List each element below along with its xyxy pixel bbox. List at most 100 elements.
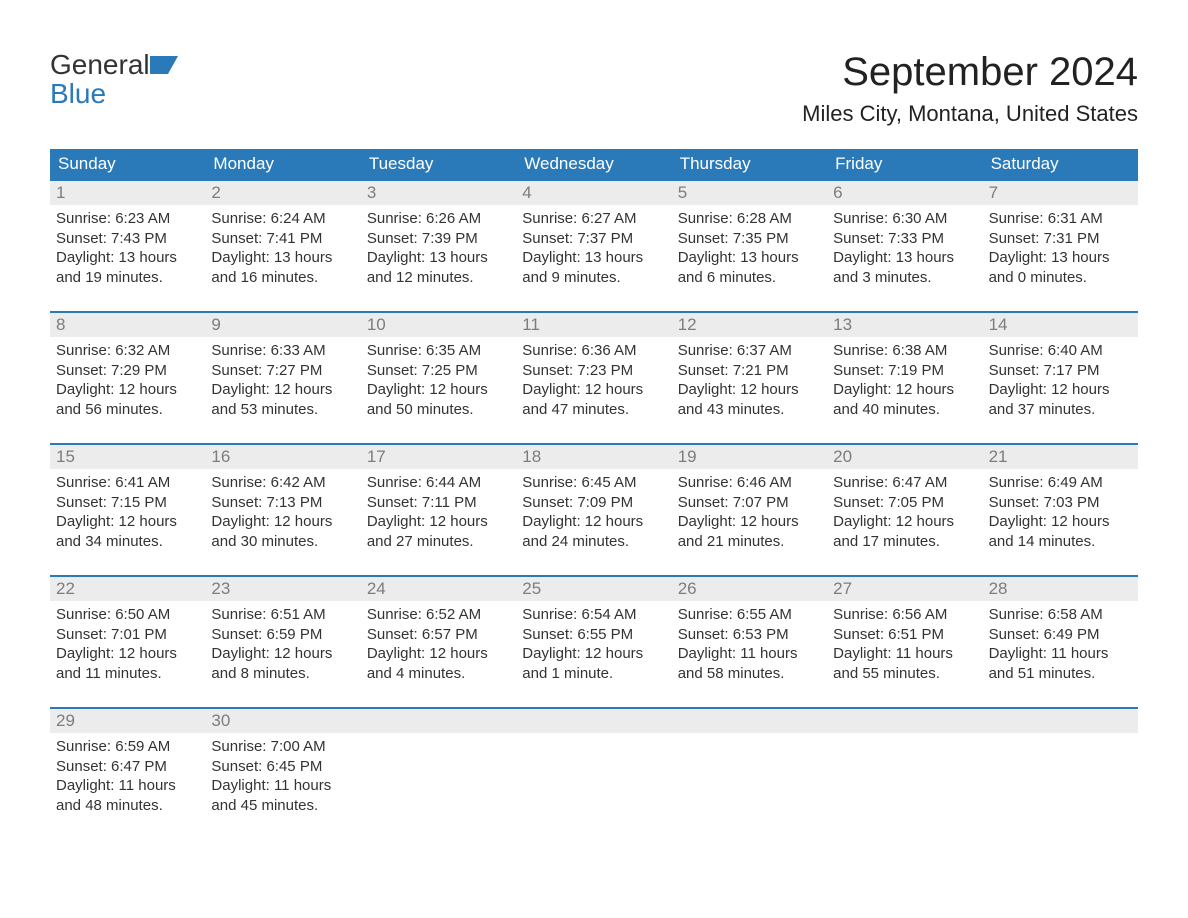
- day-cell: 13Sunrise: 6:38 AMSunset: 7:19 PMDayligh…: [827, 313, 982, 425]
- sunset-text: Sunset: 7:37 PM: [522, 229, 665, 249]
- sunset-text: Sunset: 7:27 PM: [211, 361, 354, 381]
- sunset-text: Sunset: 7:17 PM: [989, 361, 1132, 381]
- day-cell: [672, 709, 827, 821]
- daylight-text: Daylight: 11 hours and 51 minutes.: [989, 644, 1132, 683]
- daylight-text: Daylight: 12 hours and 24 minutes.: [522, 512, 665, 551]
- sunrise-text: Sunrise: 6:45 AM: [522, 473, 665, 493]
- sunrise-text: Sunrise: 6:33 AM: [211, 341, 354, 361]
- day-number: 30: [205, 709, 360, 733]
- day-body: Sunrise: 6:56 AMSunset: 6:51 PMDaylight:…: [827, 601, 982, 689]
- sunrise-text: Sunrise: 6:52 AM: [367, 605, 510, 625]
- day-body: Sunrise: 6:33 AMSunset: 7:27 PMDaylight:…: [205, 337, 360, 425]
- day-number: 6: [827, 181, 982, 205]
- daylight-text: Daylight: 12 hours and 4 minutes.: [367, 644, 510, 683]
- flag-icon: [150, 49, 178, 80]
- sunrise-text: Sunrise: 7:00 AM: [211, 737, 354, 757]
- day-body: Sunrise: 6:42 AMSunset: 7:13 PMDaylight:…: [205, 469, 360, 557]
- day-number: 21: [983, 445, 1138, 469]
- day-body: Sunrise: 6:28 AMSunset: 7:35 PMDaylight:…: [672, 205, 827, 293]
- sunrise-text: Sunrise: 6:42 AM: [211, 473, 354, 493]
- sunset-text: Sunset: 7:09 PM: [522, 493, 665, 513]
- day-body: Sunrise: 6:38 AMSunset: 7:19 PMDaylight:…: [827, 337, 982, 425]
- day-of-week-cell: Tuesday: [361, 149, 516, 179]
- sunrise-text: Sunrise: 6:51 AM: [211, 605, 354, 625]
- day-cell: 18Sunrise: 6:45 AMSunset: 7:09 PMDayligh…: [516, 445, 671, 557]
- day-cell: [516, 709, 671, 821]
- day-body: Sunrise: 6:59 AMSunset: 6:47 PMDaylight:…: [50, 733, 205, 821]
- sunset-text: Sunset: 7:13 PM: [211, 493, 354, 513]
- sunset-text: Sunset: 7:03 PM: [989, 493, 1132, 513]
- day-body: Sunrise: 6:51 AMSunset: 6:59 PMDaylight:…: [205, 601, 360, 689]
- daylight-text: Daylight: 12 hours and 8 minutes.: [211, 644, 354, 683]
- logo-word2: Blue: [50, 78, 106, 109]
- day-cell: 10Sunrise: 6:35 AMSunset: 7:25 PMDayligh…: [361, 313, 516, 425]
- day-number: [361, 709, 516, 733]
- day-number: 23: [205, 577, 360, 601]
- day-number: [827, 709, 982, 733]
- day-body: Sunrise: 6:58 AMSunset: 6:49 PMDaylight:…: [983, 601, 1138, 689]
- sunset-text: Sunset: 7:33 PM: [833, 229, 976, 249]
- day-body: Sunrise: 6:40 AMSunset: 7:17 PMDaylight:…: [983, 337, 1138, 425]
- day-cell: 7Sunrise: 6:31 AMSunset: 7:31 PMDaylight…: [983, 181, 1138, 293]
- day-cell: 21Sunrise: 6:49 AMSunset: 7:03 PMDayligh…: [983, 445, 1138, 557]
- week-row: 22Sunrise: 6:50 AMSunset: 7:01 PMDayligh…: [50, 575, 1138, 689]
- daylight-text: Daylight: 12 hours and 1 minute.: [522, 644, 665, 683]
- day-cell: 3Sunrise: 6:26 AMSunset: 7:39 PMDaylight…: [361, 181, 516, 293]
- sunrise-text: Sunrise: 6:31 AM: [989, 209, 1132, 229]
- day-cell: 17Sunrise: 6:44 AMSunset: 7:11 PMDayligh…: [361, 445, 516, 557]
- day-of-week-cell: Thursday: [672, 149, 827, 179]
- day-of-week-cell: Sunday: [50, 149, 205, 179]
- sunset-text: Sunset: 7:43 PM: [56, 229, 199, 249]
- day-number: 17: [361, 445, 516, 469]
- sunrise-text: Sunrise: 6:38 AM: [833, 341, 976, 361]
- day-body: Sunrise: 6:52 AMSunset: 6:57 PMDaylight:…: [361, 601, 516, 689]
- sunrise-text: Sunrise: 6:47 AM: [833, 473, 976, 493]
- day-number: 14: [983, 313, 1138, 337]
- day-body: Sunrise: 6:46 AMSunset: 7:07 PMDaylight:…: [672, 469, 827, 557]
- sunrise-text: Sunrise: 6:37 AM: [678, 341, 821, 361]
- daylight-text: Daylight: 11 hours and 58 minutes.: [678, 644, 821, 683]
- day-number: 13: [827, 313, 982, 337]
- sunrise-text: Sunrise: 6:59 AM: [56, 737, 199, 757]
- sunset-text: Sunset: 7:07 PM: [678, 493, 821, 513]
- daylight-text: Daylight: 12 hours and 40 minutes.: [833, 380, 976, 419]
- page-title: September 2024: [802, 50, 1138, 95]
- week-row: 1Sunrise: 6:23 AMSunset: 7:43 PMDaylight…: [50, 179, 1138, 293]
- daylight-text: Daylight: 13 hours and 9 minutes.: [522, 248, 665, 287]
- day-cell: 8Sunrise: 6:32 AMSunset: 7:29 PMDaylight…: [50, 313, 205, 425]
- day-of-week-cell: Monday: [205, 149, 360, 179]
- day-number: 29: [50, 709, 205, 733]
- day-body: Sunrise: 6:23 AMSunset: 7:43 PMDaylight:…: [50, 205, 205, 293]
- sunrise-text: Sunrise: 6:32 AM: [56, 341, 199, 361]
- day-number: 26: [672, 577, 827, 601]
- day-cell: 24Sunrise: 6:52 AMSunset: 6:57 PMDayligh…: [361, 577, 516, 689]
- sunset-text: Sunset: 7:41 PM: [211, 229, 354, 249]
- day-body: Sunrise: 6:26 AMSunset: 7:39 PMDaylight:…: [361, 205, 516, 293]
- sunset-text: Sunset: 7:25 PM: [367, 361, 510, 381]
- daylight-text: Daylight: 12 hours and 43 minutes.: [678, 380, 821, 419]
- daylight-text: Daylight: 13 hours and 12 minutes.: [367, 248, 510, 287]
- sunset-text: Sunset: 6:47 PM: [56, 757, 199, 777]
- daylight-text: Daylight: 12 hours and 50 minutes.: [367, 380, 510, 419]
- sunset-text: Sunset: 7:39 PM: [367, 229, 510, 249]
- day-body: Sunrise: 6:30 AMSunset: 7:33 PMDaylight:…: [827, 205, 982, 293]
- sunset-text: Sunset: 7:23 PM: [522, 361, 665, 381]
- day-cell: 22Sunrise: 6:50 AMSunset: 7:01 PMDayligh…: [50, 577, 205, 689]
- week-row: 8Sunrise: 6:32 AMSunset: 7:29 PMDaylight…: [50, 311, 1138, 425]
- sunrise-text: Sunrise: 6:54 AM: [522, 605, 665, 625]
- day-body: Sunrise: 6:54 AMSunset: 6:55 PMDaylight:…: [516, 601, 671, 689]
- logo: General Blue: [50, 50, 178, 109]
- daylight-text: Daylight: 13 hours and 6 minutes.: [678, 248, 821, 287]
- day-cell: 19Sunrise: 6:46 AMSunset: 7:07 PMDayligh…: [672, 445, 827, 557]
- day-body: Sunrise: 6:41 AMSunset: 7:15 PMDaylight:…: [50, 469, 205, 557]
- sunset-text: Sunset: 6:55 PM: [522, 625, 665, 645]
- weeks-container: 1Sunrise: 6:23 AMSunset: 7:43 PMDaylight…: [50, 179, 1138, 821]
- daylight-text: Daylight: 13 hours and 16 minutes.: [211, 248, 354, 287]
- sunset-text: Sunset: 6:53 PM: [678, 625, 821, 645]
- sunset-text: Sunset: 7:15 PM: [56, 493, 199, 513]
- sunrise-text: Sunrise: 6:55 AM: [678, 605, 821, 625]
- day-cell: [827, 709, 982, 821]
- daylight-text: Daylight: 12 hours and 17 minutes.: [833, 512, 976, 551]
- day-number: 27: [827, 577, 982, 601]
- day-cell: 30Sunrise: 7:00 AMSunset: 6:45 PMDayligh…: [205, 709, 360, 821]
